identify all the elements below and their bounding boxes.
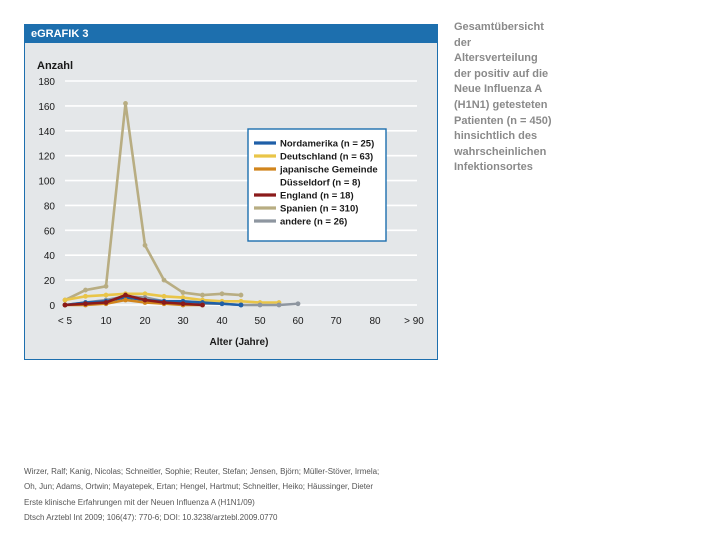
y-tick-label: 20 [44,276,56,287]
legend-entry: England (n = 18) [280,191,354,202]
citation-block: Wirzer, Ralf; Kanig, Nicolas; Schneitler… [24,464,444,526]
y-tick-label: 140 [38,127,55,138]
x-axis-ticks: < 5 10 20 30 40 50 60 70 80 > 90 [58,316,424,327]
legend-entry: Düsseldorf (n = 8) [280,178,361,189]
data-point [219,291,225,297]
citation-reference: Dtsch Arztebl Int 2009; 106(47): 770-6; … [24,513,278,523]
data-point [103,283,109,289]
data-point [295,301,301,307]
data-point [123,292,128,298]
y-tick-label: 0 [49,301,55,312]
data-point [142,291,148,297]
data-point [238,302,244,308]
legend-entry: Nordamerika (n = 25) [280,139,374,150]
series-line [64,292,279,304]
data-point [142,242,148,248]
line-chart: Anzahl 0 20 40 60 80 100 120 140 160 180 < 5 10 20 3… [37,60,424,348]
y-axis-ticks: 0 20 40 60 80 100 120 140 160 180 [38,77,55,312]
series-line [64,293,203,307]
data-point [219,301,225,307]
data-point [257,302,263,308]
y-axis-label: Anzahl [37,60,73,72]
y-tick-label: 80 [44,201,56,212]
y-tick-label: 60 [44,226,56,237]
series-3 [62,292,205,308]
x-tick-label: 60 [292,316,304,327]
data-point [103,292,109,298]
data-point [83,301,88,307]
figure-label: eGRAFIK 3 [25,25,437,43]
y-tick-label: 180 [38,77,55,88]
y-tick-label: 120 [38,152,55,163]
data-point [161,293,167,299]
series-lines [62,101,301,308]
data-point [62,302,68,308]
x-tick-label: 30 [177,316,189,327]
data-point [200,302,205,308]
citation-authors-line-1: Wirzer, Ralf; Kanig, Nicolas; Schneitler… [24,467,380,476]
data-point [200,292,205,298]
x-tick-label: 70 [330,316,342,327]
data-point [276,302,282,308]
data-point [238,292,244,298]
series-line [64,102,242,302]
legend: Nordamerika (n = 25) Deutschland (n = 63)… [247,128,387,242]
y-tick-label: 40 [44,251,56,262]
x-tick-label: < 5 [58,316,73,327]
x-tick-label: 40 [216,316,228,327]
data-point [161,300,167,305]
legend-entry: Deutschland (n = 63) [280,152,373,163]
data-point [123,101,128,106]
data-point [123,297,128,303]
data-point [180,301,186,307]
x-tick-label: 80 [369,316,381,327]
x-tick-label: 50 [254,316,266,327]
citation-authors-line-2: Oh, Jun; Adams, Ortwin; Mayatepek, Ertan… [24,482,374,492]
x-tick-label: 10 [100,316,112,327]
data-point [83,293,88,299]
data-point [238,298,244,304]
figure-caption: Gesamtübersicht der Altersverteilung der… [454,21,552,174]
citation-title: Erste klinische Erfahrungen mit der Neue… [24,497,255,507]
data-point [161,277,167,283]
legend-entry: andere (n = 26) [280,217,347,228]
data-point [62,297,68,303]
x-tick-label: 20 [139,316,151,327]
data-point [83,287,88,293]
x-axis-label: Alter (Jahre) [210,337,269,348]
data-point [103,300,109,305]
figure-panel: eGRAFIK 3 Anzahl 0 20 40 60 80 100 120 140 160 18… [24,24,438,360]
data-point [180,290,186,295]
data-point [180,295,186,300]
y-tick-label: 100 [38,177,55,188]
y-tick-label: 160 [38,102,55,113]
legend-entry: Spanien (n = 310) [280,204,358,215]
data-point [142,297,148,303]
x-tick-label: > 90 [404,316,424,327]
grid-lines [65,80,417,306]
legend-entry: japanische Gemeinde [279,165,378,176]
